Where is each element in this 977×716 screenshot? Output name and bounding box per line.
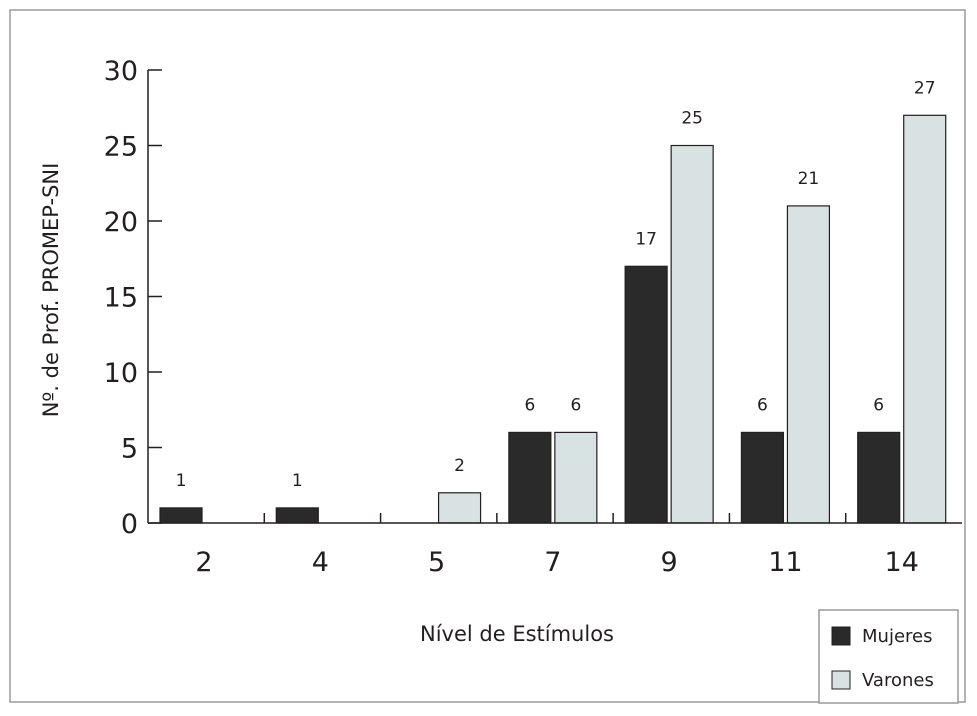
bar-varones-14 — [903, 114, 947, 524]
x-tick-label-4: 4 — [312, 547, 329, 578]
legend-swatch-mujeres — [831, 626, 851, 646]
bar-varones-7 — [554, 431, 598, 524]
x-tick-label-2: 2 — [195, 547, 212, 578]
data-label-mujeres-4: 1 — [292, 471, 303, 491]
data-label-mujeres-7: 6 — [524, 395, 535, 415]
data-label-varones-5: 2 — [454, 456, 465, 476]
data-label-mujeres-2: 1 — [176, 471, 187, 491]
legend-label-varones: Varones — [862, 670, 934, 691]
bar-mujeres-7 — [508, 431, 552, 524]
x-axis-title: Nível de Estímulos — [420, 622, 614, 646]
data-label-mujeres-11: 6 — [757, 395, 768, 415]
y-tick-label-5: 5 — [121, 434, 138, 465]
y-tick-label-25: 25 — [104, 132, 138, 163]
data-label-varones-14: 27 — [914, 78, 936, 98]
y-tick-label-10: 10 — [104, 358, 138, 389]
data-label-mujeres-14: 6 — [873, 395, 884, 415]
bar-mujeres-2 — [159, 507, 203, 524]
x-tick-label-14: 14 — [885, 547, 919, 578]
bar-varones-9 — [670, 144, 714, 524]
x-tick-label-11: 11 — [768, 547, 802, 578]
x-tick-label-9: 9 — [661, 547, 678, 578]
data-label-varones-9: 25 — [681, 109, 703, 129]
x-tick-label-5: 5 — [428, 547, 445, 578]
y-tick-label-15: 15 — [104, 283, 138, 314]
bar-varones-5 — [437, 492, 482, 524]
x-tick-label-7: 7 — [544, 547, 561, 578]
legend-label-mujeres: Mujeres — [862, 626, 932, 647]
y-axis-title: Nº. de Prof. PROMEP-SNI — [39, 163, 63, 418]
bar-mujeres-11 — [740, 431, 785, 524]
bar-varones-11 — [786, 205, 831, 524]
bar-mujeres-4 — [275, 507, 319, 524]
data-label-varones-11: 21 — [798, 169, 820, 189]
legend: Mujeres Varones — [818, 609, 959, 704]
data-label-mujeres-9: 17 — [635, 229, 657, 249]
y-tick-label-20: 20 — [104, 207, 138, 238]
legend-swatch-varones — [831, 670, 851, 690]
bar-mujeres-14 — [857, 431, 901, 524]
bar-mujeres-9 — [624, 265, 668, 524]
data-label-varones-7: 6 — [570, 395, 581, 415]
y-tick-label-0: 0 — [121, 509, 138, 540]
y-tick-label-30: 30 — [104, 56, 138, 87]
